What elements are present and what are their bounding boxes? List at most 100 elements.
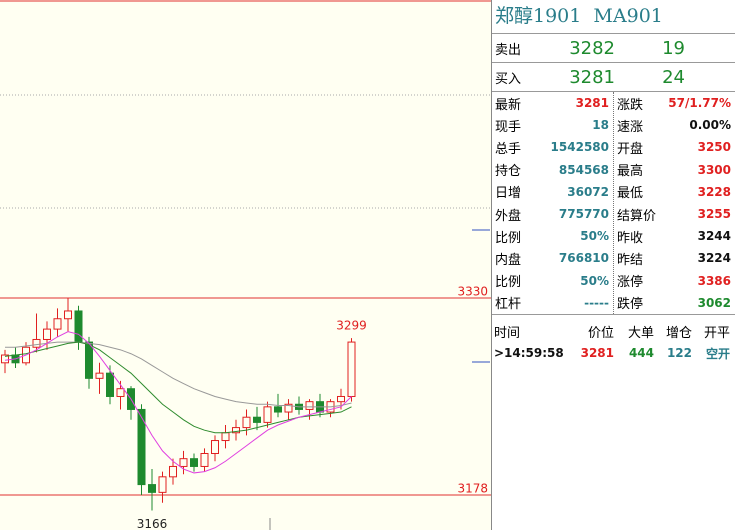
stat-label: 内盘 [495, 252, 522, 268]
stat-value: 50% [580, 229, 609, 244]
candle-body [242, 416, 251, 429]
candle-body [274, 406, 282, 413]
stat-row: 杠杆 ----- [492, 292, 613, 314]
stat-label: 持仓 [495, 164, 522, 180]
chart-bg [0, 0, 491, 530]
candle-body [116, 388, 125, 397]
stat-row: 最新 3281 [492, 92, 613, 114]
candle-body [347, 341, 356, 397]
candle-body [305, 401, 314, 410]
candle-body [64, 310, 72, 320]
quote-panel: 郑醇1901 MA901 卖出 3282 19 买入 3281 24 最新 328… [491, 0, 735, 530]
stat-value: 3224 [697, 251, 731, 266]
stat-label: 涨停 [617, 275, 644, 291]
stat-value: 1542580 [550, 140, 609, 155]
candle-body [106, 372, 114, 397]
stat-value: 3386 [697, 273, 731, 288]
stat-row: 速涨 0.00% [614, 114, 735, 136]
stat-label: 涨跌 [617, 97, 644, 113]
header-cell: 大单 [627, 325, 654, 341]
stat-value: ----- [584, 295, 609, 310]
stat-value: 0.00% [689, 118, 731, 133]
stat-row: 涨跌 57/1.77% [614, 92, 735, 114]
candle-body [1, 354, 9, 364]
stat-row: 内盘 766810 [492, 247, 613, 269]
stat-value: 50% [580, 273, 609, 288]
candle-body [53, 318, 62, 330]
trade-header: 时间 价位 大单 增仓 开平 [492, 319, 735, 343]
extreme-label: 3166 [137, 517, 168, 530]
stat-row: 总手 1542580 [492, 136, 613, 158]
stat-label: 速涨 [617, 119, 644, 135]
price-label: 3178 [457, 481, 488, 495]
trade-row: >14:59:58 3281 444 122 空开 [492, 343, 735, 363]
stat-row: 最低 3228 [614, 181, 735, 203]
price: 3281 [569, 66, 615, 88]
extreme-label: 3299 [336, 319, 367, 333]
candle-body [190, 458, 198, 467]
ma-line [5, 341, 352, 408]
stat-value: 775770 [558, 207, 609, 222]
volume: 24 [662, 66, 685, 88]
stat-label: 昨结 [617, 252, 644, 268]
header-cell: 时间 [494, 325, 521, 341]
stat-row: 昨收 3244 [614, 225, 735, 247]
candle-body [95, 372, 104, 379]
stat-label: 最低 [617, 186, 644, 202]
trade-list: 时间 价位 大单 增仓 开平 >14:59:58 3281 444 122 空开 [492, 319, 735, 363]
candle-body [32, 338, 41, 348]
header-cell: 增仓 [665, 325, 692, 341]
price: 3282 [569, 37, 615, 59]
bid-row: 买入 3281 24 [492, 63, 735, 92]
candle-body [158, 476, 167, 493]
stat-row: 比例 50% [492, 270, 613, 292]
stat-label: 比例 [495, 230, 522, 246]
candle-body [200, 452, 209, 467]
stat-value: 3228 [697, 184, 731, 199]
volume: 19 [662, 37, 685, 59]
candle-body [85, 341, 93, 379]
stat-value: 3300 [697, 162, 731, 177]
stat-row: 涨停 3386 [614, 270, 735, 292]
stat-row: 持仓 854568 [492, 159, 613, 181]
candle-body [263, 406, 272, 423]
stat-row: 外盘 775770 [492, 203, 613, 225]
stat-label: 日增 [495, 186, 522, 202]
ma-line [4, 341, 352, 434]
candle-body [169, 465, 177, 478]
candle-body [74, 310, 83, 343]
candle-body [232, 427, 240, 434]
stat-row: 开盘 3250 [614, 136, 735, 158]
stat-row: 跌停 3062 [614, 292, 735, 314]
candle-body [148, 484, 156, 493]
label: 卖出 [495, 42, 522, 58]
stat-value: 18 [592, 118, 609, 133]
trade-cell: >14:59:58 [494, 346, 564, 360]
stat-label: 比例 [495, 275, 522, 291]
stat-row: 昨结 3224 [614, 247, 735, 269]
trade-cell: 空开 [705, 346, 730, 361]
stat-row: 日增 36072 [492, 181, 613, 203]
candle-body [284, 403, 293, 413]
stat-row: 现手 18 [492, 114, 613, 136]
candle-body [211, 440, 219, 454]
stat-label: 昨收 [617, 230, 644, 246]
contract-title: 郑醇1901 MA901 [492, 0, 735, 34]
trade-cell: 122 [666, 346, 692, 360]
stat-label: 结算价 [617, 208, 657, 224]
stat-value: 766810 [558, 251, 609, 266]
candle-body [337, 395, 345, 403]
header-cell: 价位 [587, 325, 614, 341]
stat-value: 854568 [558, 162, 609, 177]
stat-row: 比例 50% [492, 225, 613, 247]
stats: 最新 3281 现手 18 总手 1542580 持仓 854568 日增 36072 外盘 7757… [492, 92, 735, 315]
candle-body [43, 328, 51, 340]
trade-cell: 3281 [580, 346, 614, 360]
stat-value: 3250 [697, 140, 731, 155]
stats-right: 涨跌 57/1.77% 速涨 0.00% 开盘 3250 最高 3300 最低 3228 结算价 32… [613, 92, 735, 314]
stat-label: 最高 [617, 164, 644, 180]
stats-left: 最新 3281 现手 18 总手 1542580 持仓 854568 日增 36072 外盘 7757… [492, 92, 613, 314]
stat-value: 3281 [575, 96, 609, 111]
stat-value: 3062 [697, 295, 731, 310]
